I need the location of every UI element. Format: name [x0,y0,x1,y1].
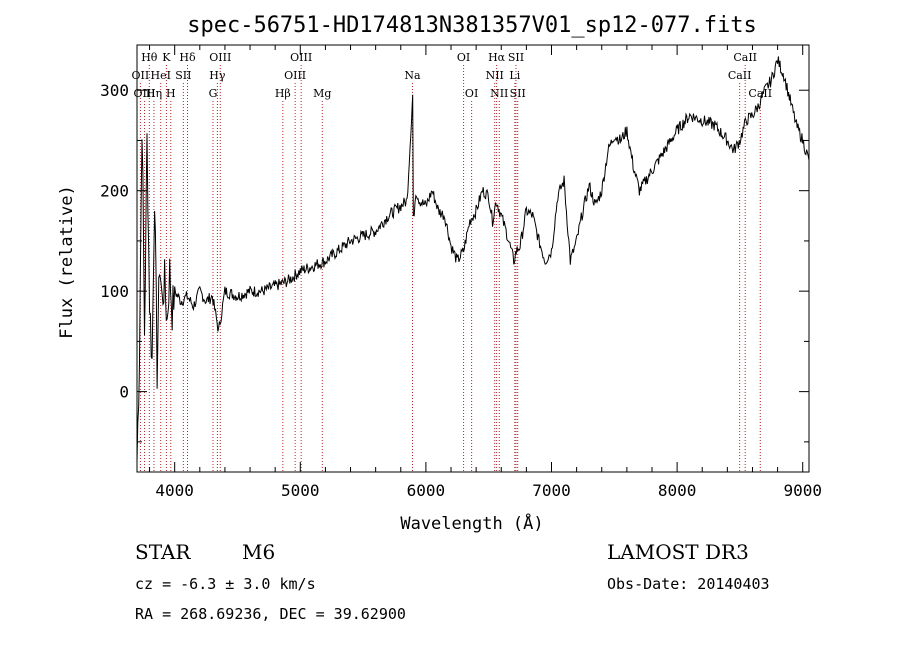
coordinates: RA = 268.69236, DEC = 39.62900 [135,605,406,623]
spectral-lines [139,65,761,472]
spectral-line-label: SII [510,87,526,100]
spectral-line-label: Na [404,69,421,82]
spectral-line-label: Hβ [275,87,291,100]
spectral-line-label: OIII [209,51,231,64]
spectral-line-label: NII [486,69,504,82]
y-tick-label: 300 [100,81,129,100]
y-tick-label: 100 [100,282,129,301]
spectral-line-label: Hθ [141,51,158,64]
survey-name: LAMOST DR3 [607,540,749,564]
spectral-line-label: CaII [733,51,757,64]
y-axis-label: Flux (relative) [57,185,77,339]
spectral-line-label: Hδ [179,51,196,64]
plot-frame [136,44,810,473]
spectral-line-label: OIII [284,69,306,82]
spectral-line-label: G [209,87,218,100]
spectral-line-label: NII [490,87,508,100]
x-tick-label: 9000 [783,481,822,500]
x-tick-label: 4000 [155,481,194,500]
x-tick-label: 7000 [532,481,571,500]
spectral-line-label: K [162,51,171,64]
spectral-line-label: Hη [146,87,162,100]
spectral-line-label: OII [132,69,150,82]
flux-series-line [136,56,810,463]
x-axis-label: Wavelength (Å) [400,512,543,534]
spectral-line-label: H [166,87,176,100]
spectral-line-label: Hα [488,51,506,64]
y-tick-label: 0 [119,383,129,402]
y-tick-label: 200 [100,182,129,201]
spectral-line-label: Li [509,69,520,82]
spectral-line-label: OI [457,51,470,64]
chart-title: spec-56751-HD174813N381357V01_sp12-077.f… [187,13,757,38]
redshift-value: cz = -6.3 ± 3.0 km/s [135,575,316,593]
x-tick-label: 6000 [407,481,446,500]
object-subclass: M6 [242,540,275,564]
spectral-line-label: HeI [151,69,171,82]
spectral-line-label: Hγ [209,69,226,82]
spectral-line-label: CaII [728,69,752,82]
object-class: STAR [135,540,191,564]
spectral-line-label: Mg [313,87,331,100]
x-tick-label: 5000 [281,481,320,500]
spectral-line-label: OI [465,87,478,100]
axis-ticks: 4000 5000 6000 7000 8000 9000 0 100 200 300 [100,45,822,500]
x-tick-label: 8000 [658,481,697,500]
spectral-line-label: OIII [290,51,312,64]
spectral-line-label: SII [175,69,191,82]
spectral-line-label: CaII [748,87,772,100]
observation-date: Obs-Date: 20140403 [607,575,770,593]
spectral-line-label: SII [508,51,524,64]
